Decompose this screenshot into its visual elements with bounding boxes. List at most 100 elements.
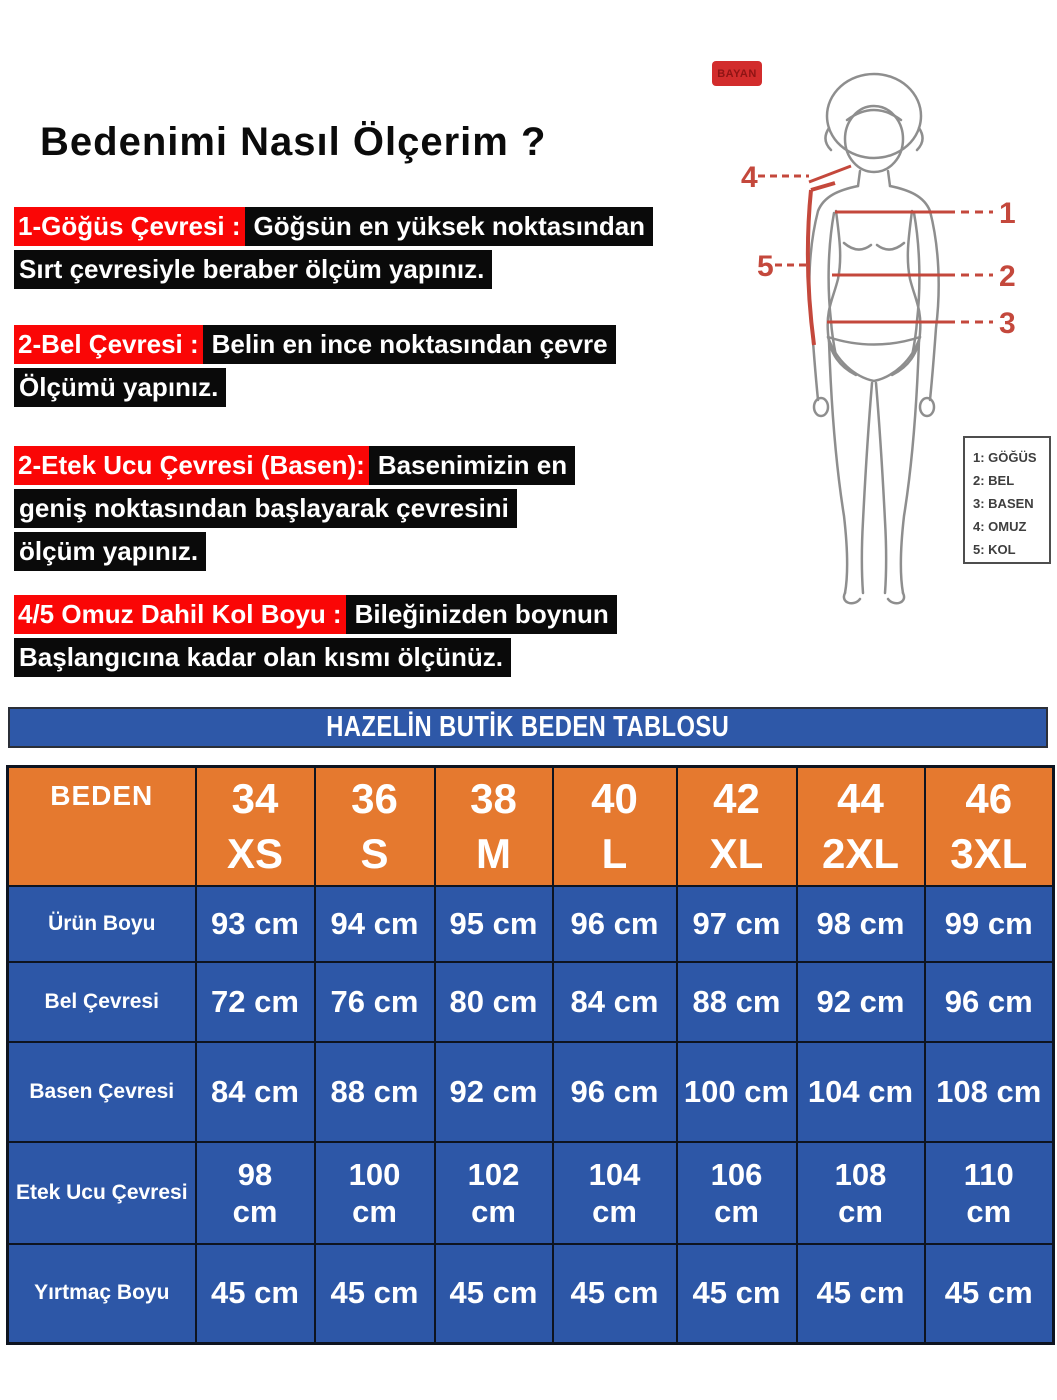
instruction-text: Sırt çevresiyle beraber ölçüm yapınız.: [14, 250, 493, 289]
size-code: 2XL: [821, 830, 900, 878]
page-title: Bedenimi Nasıl Ölçerim ?: [40, 120, 547, 164]
table-cell: 108 cm: [795, 1140, 926, 1245]
instruction-line: geniş noktasından başlayarak çevresini: [14, 489, 575, 528]
table-cell: 72 cm: [194, 960, 316, 1043]
instruction-block-waist: 2-Bel Çevresi : Belin en ince noktasından…: [14, 325, 616, 411]
instruction-label: 2-Bel Çevresi :: [14, 325, 203, 364]
table-row: Bel Çevresi 72 cm 76 cm 80 cm 84 cm 88 c…: [6, 960, 1055, 1043]
instruction-block-chest: 1-Göğüs Çevresi : Göğsün en yüksek noktas…: [14, 207, 654, 293]
table-cell: 96 cm: [551, 1040, 678, 1143]
legend-item: 5: KOL: [973, 542, 1016, 557]
instruction-text: Başlangıcına kadar olan kısmı ölçünüz.: [14, 638, 512, 677]
legend-item: 4: OMUZ: [973, 519, 1027, 534]
cell-unit: cm: [352, 1193, 397, 1229]
size-number: 38: [470, 775, 517, 823]
instruction-text: Basenimizin en: [368, 446, 576, 485]
marker-hip: 3: [999, 307, 1016, 340]
size-number: 36: [351, 775, 398, 823]
instruction-line: ölçüm yapınız.: [14, 532, 575, 571]
cell-unit: cm: [714, 1193, 759, 1229]
row-label: Basen Çevresi: [6, 1040, 197, 1143]
cell-unit: cm: [966, 1193, 1012, 1229]
table-cell: 76 cm: [313, 960, 436, 1043]
marker-shoulder: 4: [741, 161, 758, 194]
instruction-text: Ölçümü yapınız.: [14, 368, 227, 407]
instruction-line: Sırt çevresiyle beraber ölçüm yapınız.: [14, 250, 653, 289]
size-code: L: [601, 830, 628, 878]
table-cell: 108 cm: [923, 1040, 1055, 1143]
table-cell: 45 cm: [313, 1242, 436, 1345]
table-cell: 99 cm: [923, 884, 1055, 963]
cell-number: 100: [348, 1156, 401, 1192]
table-row: Yırtmaç Boyu 45 cm 45 cm 45 cm 45 cm 45 …: [6, 1242, 1055, 1345]
cell-number: 98: [237, 1156, 273, 1192]
table-cell: 95 cm: [433, 884, 554, 963]
header-cell-size: 40 L: [551, 765, 678, 887]
body-figure-illustration: 4 5 1 2 3: [741, 72, 1016, 605]
row-label: Yırtmaç Boyu: [6, 1242, 197, 1345]
instruction-text: Belin en ince noktasından çevre: [202, 325, 616, 364]
table-cell: 84 cm: [551, 960, 678, 1043]
marker-chest: 1: [999, 197, 1016, 230]
table-cell: 102 cm: [433, 1140, 554, 1245]
instruction-line: Ölçümü yapınız.: [14, 368, 616, 407]
table-cell: 96 cm: [551, 884, 678, 963]
instruction-block-arm: 4/5 Omuz Dahil Kol Boyu : Bileğinizden bo…: [14, 595, 617, 681]
table-cell: 94 cm: [313, 884, 436, 963]
table-cell: 45 cm: [675, 1242, 798, 1345]
legend-box: 1: GÖĞÜS 2: BEL 3: BASEN 4: OMUZ 5: KOL: [963, 436, 1051, 564]
marker-waist: 2: [999, 260, 1016, 293]
row-label: Bel Çevresi: [6, 960, 197, 1043]
size-number: 40: [591, 775, 638, 823]
table-cell: 45 cm: [551, 1242, 678, 1345]
instruction-block-hip: 2-Etek Ucu Çevresi (Basen): Basenimizin e…: [14, 446, 576, 575]
instruction-line: Başlangıcına kadar olan kısmı ölçünüz.: [14, 638, 617, 677]
cell-unit: cm: [471, 1193, 516, 1229]
table-cell: 110 cm: [923, 1140, 1055, 1245]
table-cell: 104 cm: [795, 1040, 926, 1143]
table-title-bar: HAZELİN BUTİK BEDEN TABLOSU: [8, 707, 1048, 748]
table-title-text: HAZELİN BUTİK BEDEN TABLOSU: [326, 711, 730, 743]
cell-number: 102: [467, 1156, 520, 1192]
table-header-row: BEDEN 34 XS 36 S 38 M 40 L 42 XL 44: [6, 765, 1055, 887]
cell-number: 108: [834, 1156, 887, 1192]
bayan-badge: BAYAN: [712, 61, 762, 86]
table-cell: 45 cm: [923, 1242, 1055, 1345]
arm-measure-line: [805, 181, 836, 346]
instruction-text: geniş noktasından başlayarak çevresini: [14, 489, 517, 528]
size-code: 3XL: [950, 830, 1028, 878]
cell-unit: cm: [592, 1193, 637, 1229]
instruction-label: 4/5 Omuz Dahil Kol Boyu :: [14, 595, 346, 634]
size-table: BEDEN 34 XS 36 S 38 M 40 L 42 XL 44: [6, 765, 1055, 1345]
header-cell-size: 38 M: [433, 765, 554, 887]
instruction-line: 1-Göğüs Çevresi : Göğsün en yüksek noktas…: [14, 207, 654, 246]
size-number: 34: [231, 775, 279, 823]
row-label: Etek Ucu Çevresi: [6, 1140, 197, 1245]
table-cell: 84 cm: [194, 1040, 316, 1143]
instruction-text: ölçüm yapınız.: [14, 532, 207, 571]
legend-item: 2: BEL: [973, 473, 1015, 488]
header-cell-size: 44 2XL: [795, 765, 926, 887]
size-code: XL: [709, 830, 764, 878]
cell-number: 110: [963, 1156, 1014, 1192]
legend-item: 3: BASEN: [973, 496, 1034, 511]
shoulder-measure-line: [808, 164, 852, 184]
instruction-label: 2-Etek Ucu Çevresi (Basen):: [14, 446, 369, 485]
table-cell: 88 cm: [675, 960, 798, 1043]
marker-arm: 5: [757, 250, 774, 283]
table-cell: 100 cm: [675, 1040, 798, 1143]
table-row: Etek Ucu Çevresi 98 cm 100 cm 102 cm 104…: [6, 1140, 1055, 1245]
instruction-label: 1-Göğüs Çevresi :: [14, 207, 245, 246]
header-cell-beden: BEDEN: [6, 765, 197, 887]
header-cell-size: 34 XS: [194, 765, 316, 887]
size-code: S: [360, 830, 389, 878]
cell-unit: cm: [838, 1193, 883, 1229]
table-cell: 98 cm: [795, 884, 926, 963]
instruction-line: 4/5 Omuz Dahil Kol Boyu : Bileğinizden bo…: [14, 595, 617, 634]
size-code: XS: [226, 830, 284, 878]
size-number: 42: [713, 775, 760, 823]
instruction-line: 2-Etek Ucu Çevresi (Basen): Basenimizin e…: [14, 446, 576, 485]
table-cell: 80 cm: [433, 960, 554, 1043]
table-row: Basen Çevresi 84 cm 88 cm 92 cm 96 cm 10…: [6, 1040, 1055, 1143]
